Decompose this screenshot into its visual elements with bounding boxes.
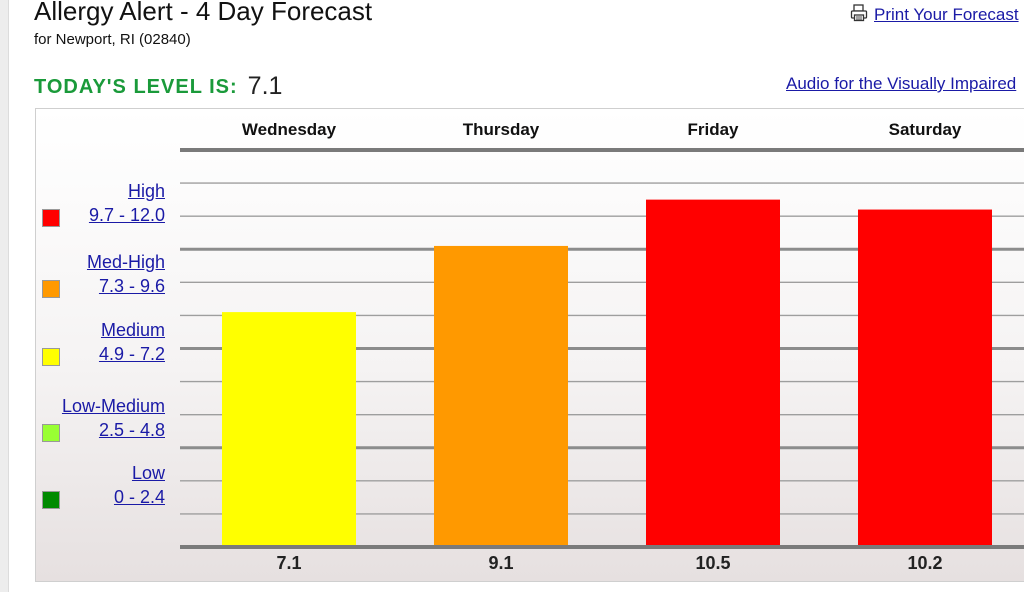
legend-range-link[interactable]: 0 - 2.4 — [113, 487, 165, 507]
value-label-saturday: 10.2 — [907, 553, 942, 573]
print-forecast-label: Print Your Forecast — [874, 5, 1019, 24]
printer-icon — [850, 4, 868, 22]
day-header-friday: Friday — [687, 120, 739, 139]
value-label-friday: 10.5 — [695, 553, 730, 573]
legend-color-swatch — [42, 348, 60, 366]
legend-item-medium: Medium 4.9 - 7.2 — [99, 318, 165, 366]
location-subtitle: for Newport, RI (02840) — [34, 31, 191, 48]
legend-level-link[interactable]: Medium — [100, 320, 165, 340]
legend-range-link[interactable]: 4.9 - 7.2 — [98, 344, 165, 364]
bar-wednesday — [222, 312, 356, 545]
value-label-wednesday: 7.1 — [276, 553, 301, 573]
day-header-thursday: Thursday — [463, 120, 540, 139]
legend-item-med-high: Med-High 7.3 - 9.6 — [87, 250, 165, 298]
legend-item-high: High 9.7 - 12.0 — [89, 179, 165, 227]
forecast-bar-chart: Wednesday 7.1 Thursday 9.1 Friday 10.5 Saturda… — [180, 120, 1024, 573]
legend-level-link[interactable]: Low-Medium — [61, 396, 165, 416]
today-level-value: 7.1 — [247, 72, 283, 100]
legend-color-swatch — [42, 209, 60, 227]
bar-friday — [646, 199, 780, 545]
print-forecast-link[interactable]: Print Your Forecast — [850, 4, 1019, 25]
legend-level-link[interactable]: Low — [131, 463, 165, 483]
legend-color-swatch — [42, 424, 60, 442]
legend-color-swatch — [42, 280, 60, 298]
day-header-wednesday: Wednesday — [242, 120, 337, 139]
legend-color-swatch — [42, 491, 60, 509]
today-level: TODAY'S LEVEL IS: 7.1 — [34, 72, 282, 101]
legend-range-link[interactable]: 9.7 - 12.0 — [88, 205, 165, 225]
bar-thursday — [434, 245, 568, 546]
audio-visually-impaired-link[interactable]: Audio for the Visually Impaired — [786, 74, 1017, 93]
bar-saturday — [858, 209, 992, 546]
legend-item-low: Low 0 - 2.4 — [114, 461, 165, 509]
day-header-saturday: Saturday — [889, 120, 962, 139]
legend-item-low-medium: Low-Medium 2.5 - 4.8 — [62, 394, 165, 442]
today-level-label: TODAY'S LEVEL IS: — [34, 76, 238, 98]
page-title: Allergy Alert - 4 Day Forecast — [34, 0, 373, 26]
legend-level-link[interactable]: Med-High — [86, 252, 165, 272]
window-edge — [0, 0, 9, 592]
legend-range-link[interactable]: 2.5 - 4.8 — [98, 420, 165, 440]
forecast-chart-panel: High 9.7 - 12.0 Med-High 7.3 - 9.6 Medium 4.9… — [35, 108, 1024, 582]
legend-level-link[interactable]: High — [127, 181, 165, 201]
legend-range-link[interactable]: 7.3 - 9.6 — [98, 276, 165, 296]
value-label-thursday: 9.1 — [488, 553, 513, 573]
